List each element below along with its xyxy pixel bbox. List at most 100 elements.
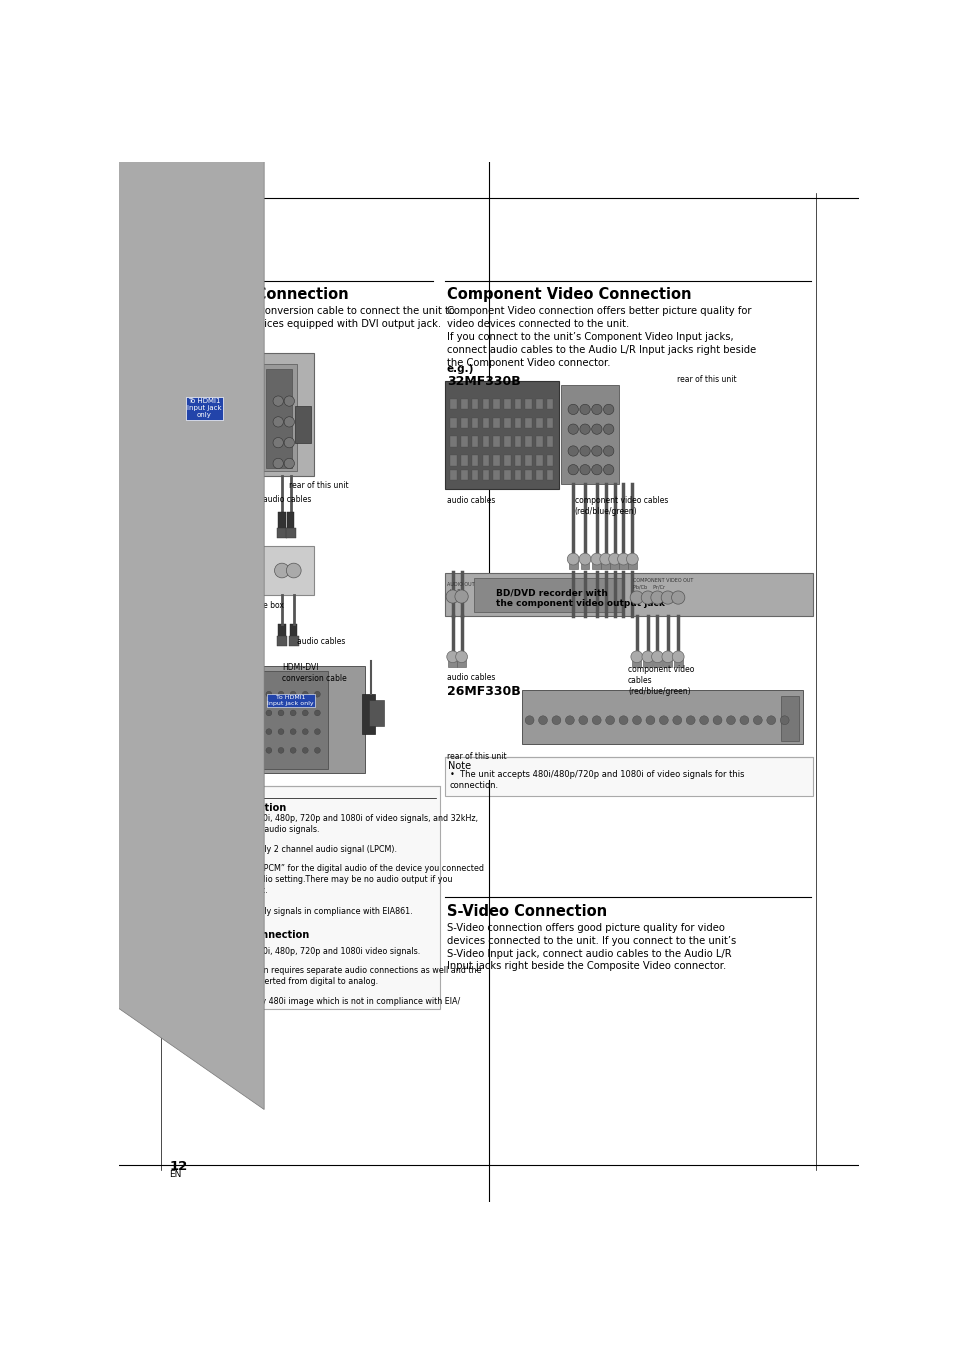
Circle shape	[603, 424, 613, 435]
Bar	[190, 378, 195, 389]
Bar	[503, 455, 510, 466]
Circle shape	[603, 464, 613, 475]
Circle shape	[565, 716, 574, 725]
Bar	[450, 470, 456, 481]
Bar	[199, 560, 249, 587]
Bar	[254, 671, 328, 770]
Bar	[456, 655, 465, 667]
Bar	[493, 400, 499, 409]
Text: audio cables: audio cables	[446, 674, 495, 683]
Bar	[472, 436, 478, 447]
Text: •  You need to select “PCM” for the digital audio of the device you connected
or: • You need to select “PCM” for the digit…	[173, 864, 483, 895]
Text: To HDMI1
Input jack
only: To HDMI1 Input jack only	[187, 398, 221, 418]
Circle shape	[591, 424, 601, 435]
Bar	[580, 558, 589, 570]
Circle shape	[253, 710, 259, 716]
Bar	[546, 436, 553, 447]
Text: e.g.): e.g.)	[171, 336, 198, 346]
Text: Component Video Connection: Component Video Connection	[446, 286, 691, 302]
Circle shape	[446, 651, 458, 663]
Bar	[201, 613, 203, 621]
Bar	[493, 470, 499, 481]
Circle shape	[766, 716, 775, 725]
Bar	[627, 558, 636, 570]
Bar	[514, 436, 520, 447]
Text: cable receiver or satellite box
with the DVI output jack: cable receiver or satellite box with the…	[170, 601, 283, 621]
Text: rear of this unit: rear of this unit	[170, 779, 229, 788]
Circle shape	[567, 404, 578, 414]
Text: HDMI-DVI Connection: HDMI-DVI Connection	[171, 286, 348, 302]
Bar	[249, 400, 254, 409]
Bar	[174, 356, 263, 472]
Bar	[781, 697, 799, 741]
Text: DVI OUT: DVI OUT	[203, 606, 229, 610]
Circle shape	[603, 404, 613, 414]
Bar	[503, 436, 510, 447]
Bar	[249, 420, 254, 431]
Bar	[493, 436, 499, 447]
Text: HDMI-DVI
conversion cable: HDMI-DVI conversion cable	[170, 494, 234, 514]
Bar	[278, 624, 285, 640]
Bar	[180, 378, 186, 389]
Text: •  The unit accepts 480i, 480p, 720p and 1080i video signals.: • The unit accepts 480i, 480p, 720p and …	[173, 946, 419, 956]
Bar	[170, 668, 256, 770]
Text: Note: Note	[448, 761, 471, 771]
Circle shape	[302, 748, 308, 753]
Circle shape	[286, 563, 301, 578]
Bar	[170, 354, 314, 477]
Bar	[238, 400, 245, 409]
Circle shape	[284, 437, 294, 448]
Circle shape	[626, 554, 638, 564]
Bar	[210, 613, 212, 621]
Bar	[226, 613, 229, 621]
Bar	[229, 420, 234, 431]
Text: component video cables
(red/blue/green): component video cables (red/blue/green)	[574, 495, 667, 516]
Bar	[199, 601, 243, 624]
Bar	[288, 636, 298, 647]
Circle shape	[266, 729, 272, 734]
Circle shape	[592, 716, 600, 725]
Bar	[472, 400, 478, 409]
Bar	[503, 400, 510, 409]
Text: rear of this unit: rear of this unit	[446, 752, 506, 761]
Bar	[199, 420, 205, 431]
Circle shape	[284, 458, 294, 468]
Bar	[653, 655, 661, 667]
Circle shape	[290, 748, 295, 753]
Text: Note: Note	[172, 792, 197, 802]
Circle shape	[578, 716, 587, 725]
Bar	[261, 363, 296, 471]
Bar	[180, 400, 186, 409]
Bar	[249, 440, 254, 451]
Circle shape	[699, 716, 708, 725]
Circle shape	[266, 691, 272, 697]
Circle shape	[599, 554, 611, 564]
Bar	[219, 440, 225, 451]
Circle shape	[603, 446, 613, 456]
Bar	[229, 400, 234, 409]
Text: 26MF330B: 26MF330B	[446, 684, 520, 698]
Bar	[673, 655, 682, 667]
Circle shape	[651, 651, 662, 663]
Bar	[290, 624, 297, 640]
Bar	[199, 400, 205, 409]
Bar	[618, 558, 627, 570]
Circle shape	[630, 591, 642, 605]
Text: EN: EN	[170, 1170, 182, 1180]
Text: L   R: L R	[449, 589, 460, 594]
Circle shape	[672, 716, 681, 725]
Circle shape	[712, 716, 721, 725]
Circle shape	[726, 716, 735, 725]
Bar	[546, 470, 553, 481]
Bar	[525, 470, 532, 481]
Circle shape	[661, 651, 673, 663]
Circle shape	[524, 716, 534, 725]
Circle shape	[591, 404, 601, 414]
Bar	[632, 655, 640, 667]
Circle shape	[579, 464, 590, 475]
Bar	[546, 400, 553, 409]
Bar	[514, 470, 520, 481]
Circle shape	[277, 729, 284, 734]
Text: S-Video Connection: S-Video Connection	[446, 904, 606, 919]
Circle shape	[605, 716, 614, 725]
